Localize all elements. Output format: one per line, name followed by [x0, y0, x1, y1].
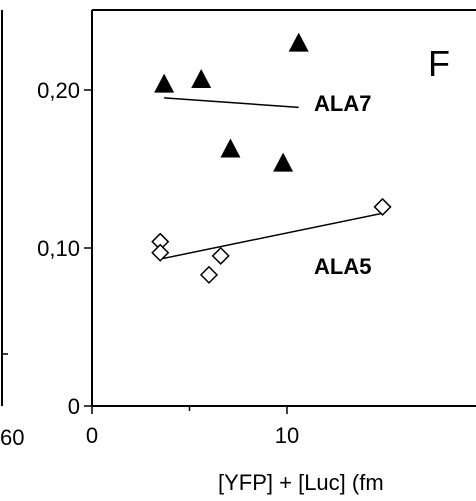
- series-label-ala7: ALA7: [314, 91, 371, 116]
- y-tick-label: 0,20: [37, 78, 80, 103]
- left-panel-tick-label: 60: [0, 425, 24, 450]
- point-ala7: [220, 138, 241, 158]
- point-ala5: [199, 265, 219, 284]
- x-tick-label: 10: [275, 423, 299, 448]
- point-ala5: [211, 246, 230, 265]
- point-ala5: [373, 197, 392, 216]
- fit-line-ala5: [160, 212, 383, 260]
- series-label-ala5: ALA5: [314, 254, 371, 279]
- y-tick-label: 0,10: [37, 236, 80, 261]
- plot-frame: [91, 9, 476, 407]
- x-tick-label: 0: [86, 423, 98, 448]
- x-axis-title: [YFP] + [Luc] (fm: [218, 470, 384, 495]
- panel-letter: F: [428, 43, 450, 84]
- point-ala7: [288, 32, 309, 52]
- point-ala5: [151, 243, 170, 262]
- fit-lines: [160, 97, 383, 260]
- y-axis: 0 0,10 0,20: [37, 78, 92, 419]
- data-points: [151, 32, 392, 284]
- point-ala7: [273, 152, 294, 172]
- point-ala7: [154, 73, 175, 93]
- fit-line-ala7: [164, 97, 299, 109]
- point-ala7: [191, 68, 212, 88]
- y-tick-label: 0: [68, 394, 80, 419]
- x-axis: 0102: [86, 406, 476, 448]
